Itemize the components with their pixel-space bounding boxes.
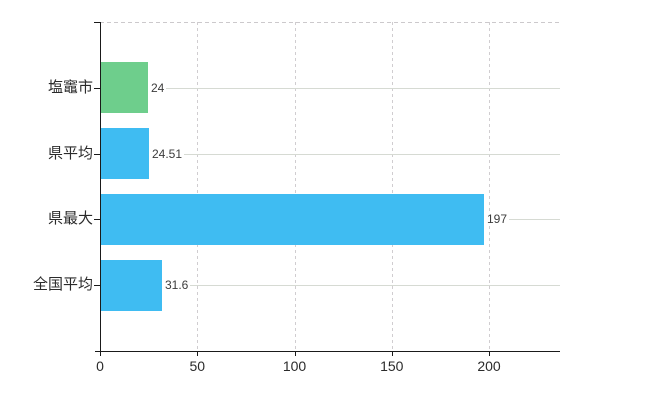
y-axis-tick bbox=[94, 219, 100, 220]
category-label: 全国平均 bbox=[32, 276, 93, 293]
y-axis-line bbox=[100, 22, 101, 351]
y-axis-tick bbox=[94, 88, 100, 89]
gridline-horizontal bbox=[100, 88, 560, 89]
category-label: 県平均 bbox=[47, 145, 93, 162]
x-axis-tick-label: 200 bbox=[477, 358, 501, 374]
x-axis-tick-label: 150 bbox=[380, 358, 404, 374]
bar bbox=[101, 260, 162, 311]
x-axis-tick bbox=[197, 352, 199, 356]
bar-value-label: 31.6 bbox=[162, 278, 191, 292]
y-axis-tick bbox=[94, 154, 100, 155]
gridline-horizontal bbox=[100, 154, 560, 155]
x-axis-line bbox=[95, 351, 560, 352]
x-axis-tick-label: 0 bbox=[96, 358, 104, 374]
bar bbox=[101, 128, 149, 179]
gridline-vertical bbox=[489, 22, 490, 351]
x-axis-tick-label: 50 bbox=[189, 358, 206, 374]
category-label: 県最大 bbox=[47, 210, 93, 227]
plot-top-border bbox=[100, 22, 560, 23]
gridline-horizontal bbox=[100, 285, 560, 286]
x-axis-tick bbox=[100, 352, 101, 356]
category-label: 塩竈市 bbox=[47, 79, 93, 96]
y-axis-top-tick bbox=[94, 22, 100, 23]
bar bbox=[101, 62, 148, 113]
gridline-vertical bbox=[197, 22, 199, 351]
x-axis-tick bbox=[391, 352, 393, 356]
bar-value-label: 24 bbox=[148, 81, 167, 95]
y-axis-tick bbox=[94, 285, 100, 286]
gridline-vertical bbox=[294, 22, 296, 351]
bar-value-label: 24.51 bbox=[149, 147, 185, 161]
x-axis-tick bbox=[489, 352, 490, 356]
x-axis-tick-label: 100 bbox=[282, 358, 307, 374]
bar-value-label: 197 bbox=[484, 212, 510, 226]
gridline-vertical bbox=[391, 22, 393, 351]
x-axis-tick bbox=[294, 352, 296, 356]
bar bbox=[101, 194, 484, 245]
